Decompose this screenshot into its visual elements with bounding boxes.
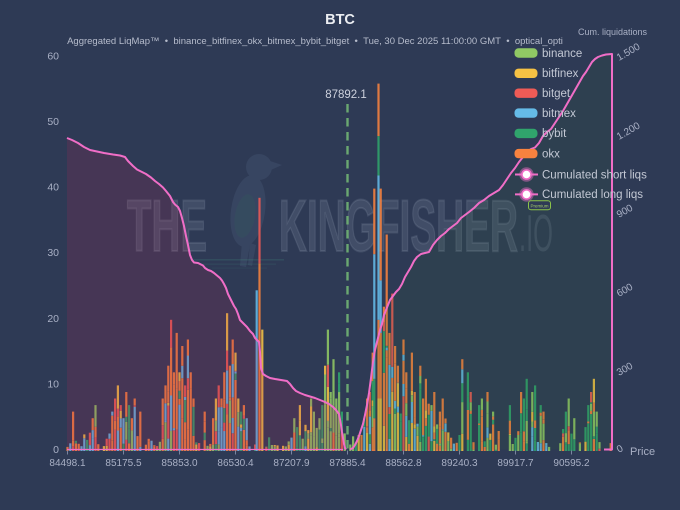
svg-text:BTC: BTC [325,12,355,28]
svg-text:90595.2: 90595.2 [553,458,590,469]
svg-text:bitmex: bitmex [542,108,576,120]
svg-text:88562.8: 88562.8 [385,458,422,469]
svg-text:60: 60 [47,50,59,62]
svg-text:Cum. liquidations: Cum. liquidations [578,27,648,37]
svg-text:86530.4: 86530.4 [217,458,254,469]
svg-text:84498.1: 84498.1 [49,458,86,469]
svg-text:87885.4: 87885.4 [329,458,366,469]
svg-text:bybit: bybit [542,128,567,140]
svg-text:1.500: 1.500 [615,41,643,63]
svg-text:bitget: bitget [542,88,571,100]
svg-text:89240.3: 89240.3 [441,458,478,469]
svg-text:20: 20 [47,313,59,325]
svg-text:Cumulated long liqs: Cumulated long liqs [542,189,643,201]
svg-text:bitfinex: bitfinex [542,68,579,80]
svg-text:Cumulated short liqs: Cumulated short liqs [542,169,647,181]
svg-text:Premium: Premium [530,203,548,208]
svg-text:0: 0 [615,443,626,456]
svg-text:binance: binance [542,48,582,60]
svg-text:89917.7: 89917.7 [497,458,534,469]
svg-text:600: 600 [615,282,635,300]
svg-text:KINGFISHER: KINGFISHER [279,186,518,267]
svg-text:0: 0 [53,444,59,456]
svg-text:300: 300 [615,361,635,379]
svg-text:30: 30 [47,247,59,259]
svg-text:900: 900 [615,203,635,221]
svg-text:40: 40 [47,182,59,194]
svg-text:Aggregated LiqMap™ • binance: Aggregated LiqMap™ • binance_bitfinex_ok… [67,36,563,47]
svg-text:okx: okx [542,148,560,160]
svg-text:10: 10 [47,378,59,390]
svg-text:85853.0: 85853.0 [161,458,198,469]
svg-text:.IO: .IO [519,205,553,263]
svg-text:87892.1: 87892.1 [325,89,367,101]
svg-text:50: 50 [47,116,59,128]
svg-text:THE: THE [127,186,207,267]
svg-text:87207.9: 87207.9 [273,458,310,469]
svg-text:1.200: 1.200 [615,120,643,142]
svg-text:Price: Price [630,446,655,458]
svg-text:85175.5: 85175.5 [105,458,142,469]
